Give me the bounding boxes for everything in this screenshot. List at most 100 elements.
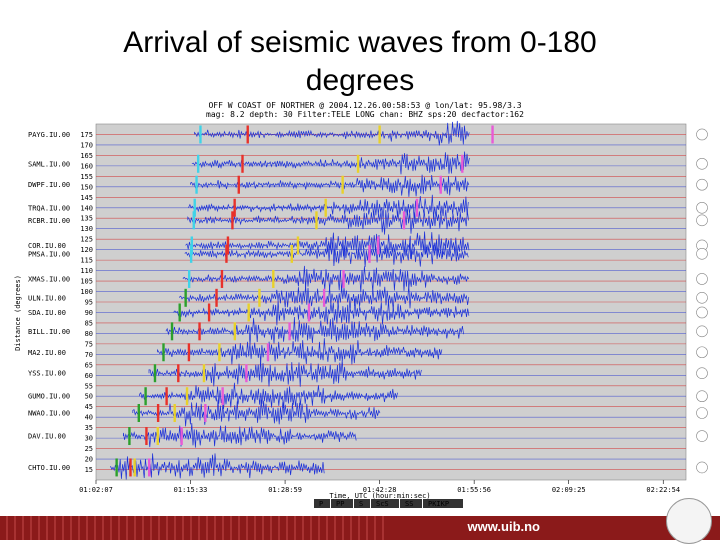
footer-bar: www.uib.no (0, 498, 720, 544)
x-tick-label: 02:22:54 (646, 486, 680, 494)
y-tick-label: 130 (80, 225, 93, 233)
legend-entry: S (359, 500, 363, 508)
station-label: TRQA.IU.00 (28, 204, 70, 212)
x-tick-label: 01:15:33 (174, 486, 208, 494)
y-tick-label: 145 (80, 194, 93, 202)
chart-header-line1: OFF W COAST OF NORTHER @ 2004.12.26.00:5… (208, 101, 521, 110)
x-tick-label: 01:42:28 (363, 486, 397, 494)
station-glyph (696, 248, 708, 260)
station-glyph (696, 201, 708, 214)
y-tick-label: 70 (85, 351, 93, 359)
station-label: PMSA.IU.00 (28, 250, 70, 258)
seismogram-trace (185, 231, 470, 260)
legend-swatch (400, 499, 422, 508)
y-tick-label: 45 (85, 403, 93, 411)
y-tick-label: 155 (80, 173, 93, 181)
footer-url: www.uib.no (467, 519, 540, 534)
x-axis-label: Time, UTC (hour:min:sec) (329, 492, 430, 500)
station-glyph (696, 390, 708, 403)
y-tick-label: 105 (80, 278, 93, 286)
station-label: CHTO.IU.00 (28, 464, 70, 472)
station-glyph (696, 430, 708, 442)
y-tick-label: 65 (85, 361, 93, 369)
legend-swatch (423, 499, 463, 508)
y-tick-label: 75 (85, 340, 93, 348)
y-tick-label: 95 (85, 299, 93, 307)
legend-swatch (371, 499, 399, 508)
x-tick-label: 01:55:56 (457, 486, 491, 494)
station-glyph (696, 407, 708, 419)
legend-entry: PP (336, 500, 344, 508)
chart-header-line2: mag: 8.2 depth: 30 Filter:TELE LONG chan… (206, 110, 524, 119)
seismogram-trace (148, 359, 422, 387)
legend-swatch (314, 499, 330, 508)
seismogram-trace (157, 338, 443, 365)
station-label: DAV.IU.00 (28, 433, 66, 441)
station-label: SDA.IU.00 (28, 309, 66, 317)
seismogram-trace (132, 399, 381, 427)
seismogram-chart: OFF W COAST OF NORTHER @ 2004.12.26.00:5… (14, 101, 708, 508)
y-tick-label: 85 (85, 319, 93, 327)
seismogram-trace (139, 382, 398, 409)
y-tick-label: 40 (85, 414, 93, 422)
y-tick-label: 90 (85, 309, 93, 317)
y-tick-label: 50 (85, 393, 93, 401)
seismogram-trace (194, 120, 470, 146)
y-tick-label: 30 (85, 435, 93, 443)
station-label: XMAS.IU.00 (28, 275, 70, 283)
y-tick-label: 115 (80, 257, 93, 265)
station-glyph (696, 325, 708, 338)
y-tick-label: 25 (85, 445, 93, 453)
seismogram-figure: OFF W COAST OF NORTHER @ 2004.12.26.00:5… (0, 98, 720, 516)
slide-title-line1: Arrival of seismic waves from 0-180 (123, 26, 597, 59)
seismogram-trace (165, 316, 464, 345)
y-tick-label: 60 (85, 372, 93, 380)
y-tick-label: 20 (85, 456, 93, 464)
station-label: SAML.IU.00 (28, 160, 70, 168)
station-glyph (696, 367, 708, 380)
station-label: BILL.IU.00 (28, 328, 70, 336)
y-tick-label: 175 (80, 131, 93, 139)
station-label: COR.IU.00 (28, 242, 66, 250)
seismogram-trace (173, 298, 470, 326)
seismogram-trace (184, 242, 469, 268)
station-glyph (696, 273, 708, 285)
station-label: PAYG.IU.00 (28, 131, 70, 139)
station-label: MA2.IU.00 (28, 349, 66, 357)
x-tick-label: 01:28:59 (268, 486, 302, 494)
y-tick-label: 120 (80, 246, 93, 254)
legend-entry: ScS (376, 500, 389, 508)
station-glyph (696, 157, 708, 170)
station-glyph (696, 128, 708, 141)
y-axis-label: Distance (degrees) (14, 275, 22, 351)
x-tick-label: 01:02:07 (79, 486, 113, 494)
y-tick-label: 140 (80, 204, 93, 212)
seismogram-trace (191, 151, 470, 175)
y-tick-label: 160 (80, 162, 93, 170)
y-tick-label: 165 (80, 152, 93, 160)
y-tick-label: 125 (80, 236, 93, 244)
y-tick-label: 100 (80, 288, 93, 296)
station-glyph (696, 346, 708, 359)
seismogram-trace (110, 453, 325, 480)
slide-title-line2: degrees (305, 64, 415, 97)
station-glyph (696, 306, 708, 319)
university-seal-icon (666, 498, 712, 544)
legend-entry: PKIKP (428, 500, 449, 508)
station-glyph (696, 461, 708, 474)
station-label: NWAO.IU.00 (28, 409, 70, 417)
station-label: YSS.IU.00 (28, 370, 66, 378)
station-glyph (696, 178, 708, 191)
station-glyph (696, 214, 708, 227)
seismogram-trace (190, 174, 470, 197)
y-tick-label: 170 (80, 141, 93, 149)
legend-entry: P (319, 500, 323, 508)
station-label: DWPF.IU.00 (28, 181, 70, 189)
y-tick-label: 80 (85, 330, 93, 338)
slide-title: Arrival of seismic waves from 0-180 degr… (60, 24, 660, 100)
y-tick-label: 110 (80, 267, 93, 275)
y-tick-label: 135 (80, 215, 93, 223)
station-label: ULN.IU.00 (28, 294, 66, 302)
station-glyph (696, 292, 708, 304)
seismogram-trace (182, 265, 470, 293)
